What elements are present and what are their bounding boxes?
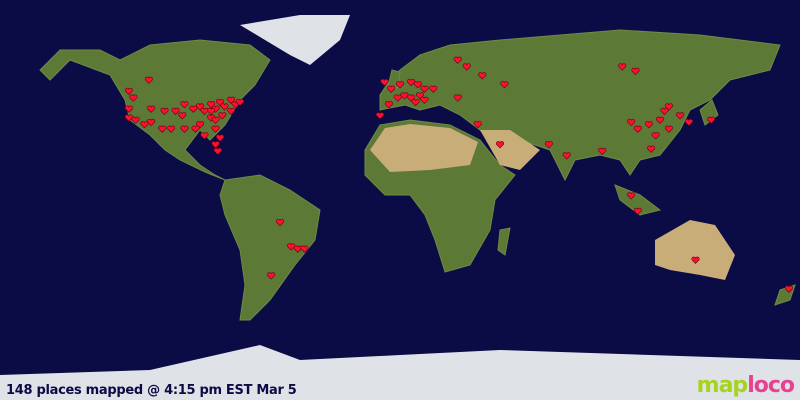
heart-marker-icon[interactable] — [211, 105, 220, 113]
heart-marker-icon[interactable] — [144, 76, 153, 84]
south-america — [219, 174, 321, 321]
heart-marker-icon[interactable] — [562, 152, 571, 160]
heart-marker-icon[interactable] — [407, 94, 416, 102]
japan — [699, 99, 719, 126]
heart-marker-icon[interactable] — [218, 112, 227, 120]
heart-marker-icon[interactable] — [160, 107, 169, 116]
heart-marker-icon[interactable] — [300, 245, 309, 253]
heart-marker-icon[interactable] — [598, 147, 607, 156]
maploco-logo[interactable]: maploco — [696, 373, 795, 398]
heart-marker-icon[interactable] — [147, 118, 156, 127]
heart-marker-icon[interactable] — [691, 256, 700, 264]
heart-marker-icon[interactable] — [393, 94, 402, 102]
heart-marker-icon[interactable] — [158, 125, 167, 133]
heart-marker-icon[interactable] — [784, 285, 793, 293]
heart-marker-icon[interactable] — [618, 63, 627, 71]
heart-marker-icon[interactable] — [664, 103, 673, 111]
continents — [0, 15, 800, 400]
heart-marker-icon[interactable] — [500, 81, 509, 89]
heart-marker-icon[interactable] — [375, 112, 385, 120]
heart-marker-icon[interactable] — [140, 121, 149, 129]
australia — [655, 220, 735, 280]
heart-marker-icon[interactable] — [235, 98, 245, 107]
heart-marker-icon[interactable] — [180, 101, 189, 109]
heart-marker-icon[interactable] — [495, 141, 505, 149]
heart-marker-icon[interactable] — [180, 125, 189, 133]
heart-marker-icon[interactable] — [220, 103, 229, 111]
heart-marker-icon[interactable] — [647, 145, 656, 153]
heart-marker-icon[interactable] — [384, 101, 393, 109]
heart-marker-icon[interactable] — [124, 87, 133, 96]
heart-marker-icon[interactable] — [631, 67, 640, 76]
sahara — [370, 124, 478, 172]
greenland — [240, 15, 350, 65]
heart-marker-icon[interactable] — [395, 81, 405, 89]
heart-marker-icon[interactable] — [189, 105, 198, 113]
heart-marker-icon[interactable] — [207, 101, 216, 109]
heart-marker-icon[interactable] — [429, 85, 438, 93]
heart-marker-icon[interactable] — [147, 105, 156, 113]
heart-marker-icon[interactable] — [420, 96, 429, 104]
heart-marker-icon[interactable] — [211, 125, 220, 133]
heart-marker-icon[interactable] — [462, 63, 471, 71]
heart-marker-icon[interactable] — [215, 98, 225, 107]
heart-marker-icon[interactable] — [627, 192, 636, 200]
heart-marker-icon[interactable] — [227, 107, 236, 116]
heart-marker-icon[interactable] — [178, 112, 187, 120]
heart-marker-icon[interactable] — [195, 121, 205, 129]
heart-marker-icon[interactable] — [415, 92, 425, 100]
heart-marker-icon[interactable] — [275, 218, 285, 227]
heart-marker-icon[interactable] — [707, 116, 716, 124]
heart-marker-icon[interactable] — [627, 118, 636, 127]
heart-marker-icon[interactable] — [651, 132, 660, 140]
heart-marker-icon[interactable] — [124, 105, 133, 113]
heart-marker-icon[interactable] — [195, 103, 205, 111]
heart-marker-icon[interactable] — [400, 92, 409, 100]
heart-marker-icon[interactable] — [453, 56, 462, 64]
heart-marker-icon[interactable] — [191, 125, 200, 133]
heart-marker-icon[interactable] — [129, 94, 138, 102]
indonesia — [614, 184, 662, 216]
heart-marker-icon[interactable] — [207, 107, 216, 116]
markers-layer — [124, 56, 793, 293]
heart-marker-icon[interactable] — [411, 98, 420, 107]
heart-marker-icon[interactable] — [420, 85, 429, 93]
heart-marker-icon[interactable] — [544, 141, 553, 149]
madagascar — [497, 227, 511, 256]
heart-marker-icon[interactable] — [478, 72, 487, 80]
heart-marker-icon[interactable] — [473, 121, 482, 129]
heart-marker-icon[interactable] — [664, 125, 673, 133]
heart-marker-icon[interactable] — [660, 107, 669, 116]
heart-marker-icon[interactable] — [211, 141, 220, 149]
heart-marker-icon[interactable] — [200, 132, 209, 140]
heart-marker-icon[interactable] — [644, 121, 653, 129]
heart-marker-icon[interactable] — [267, 272, 276, 280]
heart-marker-icon[interactable] — [387, 85, 396, 93]
heart-marker-icon[interactable] — [633, 207, 642, 216]
heart-marker-icon[interactable] — [213, 147, 222, 156]
heart-marker-icon[interactable] — [675, 112, 685, 120]
heart-marker-icon[interactable] — [167, 125, 176, 133]
arabia — [480, 130, 540, 170]
heart-marker-icon[interactable] — [684, 118, 693, 127]
heart-marker-icon[interactable] — [407, 78, 416, 87]
antarctica — [0, 345, 800, 400]
heart-marker-icon[interactable] — [211, 116, 220, 124]
heart-marker-icon[interactable] — [171, 107, 180, 116]
heart-marker-icon[interactable] — [633, 125, 642, 133]
heart-marker-icon[interactable] — [453, 94, 462, 102]
places-mapped-caption: 148 places mapped @ 4:15 pm EST Mar 5 — [6, 383, 297, 398]
heart-marker-icon[interactable] — [655, 116, 665, 124]
heart-marker-icon[interactable] — [124, 114, 133, 122]
heart-marker-icon[interactable] — [215, 134, 225, 142]
heart-marker-icon[interactable] — [207, 114, 216, 122]
north-america — [39, 39, 271, 181]
heart-marker-icon[interactable] — [287, 243, 296, 251]
heart-marker-icon[interactable] — [227, 96, 236, 104]
heart-marker-icon[interactable] — [413, 81, 422, 89]
heart-marker-icon[interactable] — [131, 116, 140, 124]
heart-marker-icon[interactable] — [380, 78, 389, 87]
